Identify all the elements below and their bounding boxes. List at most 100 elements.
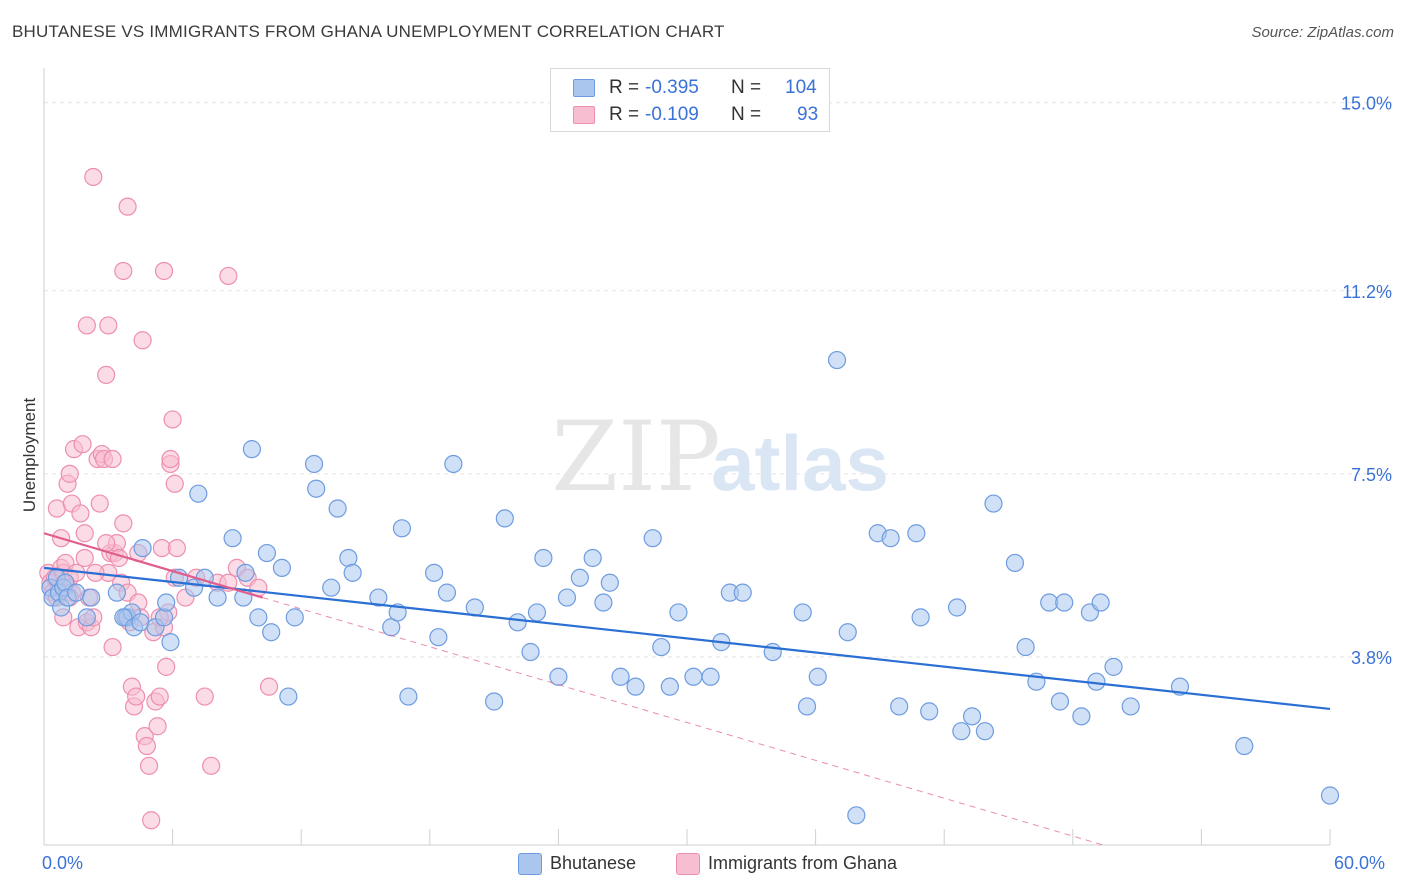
legend-swatch-bhutanese xyxy=(573,79,595,97)
bhutanese-point-69 xyxy=(652,637,671,657)
trend-line-ghana-extension xyxy=(262,597,1104,846)
ghana-point-76 xyxy=(202,756,221,775)
bhutanese-point-70 xyxy=(660,677,679,696)
bhutanese-point-54 xyxy=(485,692,504,711)
bhutanese-point-83 xyxy=(847,806,866,825)
y-tick-label-2: 11.2% xyxy=(1342,282,1392,302)
bhutanese-point-87 xyxy=(907,524,926,543)
bhutanese-point-68 xyxy=(643,529,662,548)
legend-n-label: N = xyxy=(731,77,762,98)
bottom-legend-swatch-bhutanese xyxy=(518,853,542,875)
bhutanese-point-20 xyxy=(154,608,174,627)
bhutanese-point-94 xyxy=(984,494,1003,513)
bhutanese-point-64 xyxy=(594,593,613,612)
legend-swatch-ghana xyxy=(573,106,595,124)
trend-line-ghana xyxy=(43,532,263,599)
bhutanese-point-56 xyxy=(508,613,527,632)
bhutanese-point-62 xyxy=(570,568,589,587)
ghana-point-40 xyxy=(114,514,133,533)
bhutanese-point-93 xyxy=(975,722,995,741)
y-tick-label-0: 3.8% xyxy=(1351,648,1392,668)
ghana-point-35 xyxy=(103,449,122,469)
watermark: ZIP atlas xyxy=(551,401,889,513)
legend-r-value: -0.109 xyxy=(645,104,699,125)
ghana-point-56 xyxy=(148,717,167,736)
bhutanese-point-92 xyxy=(962,707,982,726)
bhutanese-point-17 xyxy=(131,613,150,632)
bhutanese-point-78 xyxy=(793,603,812,622)
bhutanese-point-99 xyxy=(1050,692,1070,711)
bhutanese-point-32 xyxy=(249,608,268,627)
bhutanese-point-71 xyxy=(669,603,688,622)
bhutanese-point-100 xyxy=(1055,593,1074,612)
bhutanese-point-39 xyxy=(307,479,326,498)
bhutanese-point-35 xyxy=(272,558,292,577)
legend-r-label: R = xyxy=(609,104,640,125)
ghana-point-12 xyxy=(47,499,66,518)
ghana-point-67 xyxy=(118,197,137,216)
ghana-point-51 xyxy=(137,736,156,756)
bhutanese-point-82 xyxy=(838,623,857,642)
bhutanese-point-49 xyxy=(424,563,444,582)
bhutanese-point-58 xyxy=(527,603,547,622)
bhutanese-point-52 xyxy=(444,454,463,474)
axes xyxy=(43,68,1331,846)
ghana-point-29 xyxy=(90,494,109,513)
bhutanese-point-44 xyxy=(369,588,388,607)
ghana-point-75 xyxy=(195,687,214,706)
y-tick-label-1: 7.5% xyxy=(1351,465,1392,485)
correlation-legend: R = -0.395 N = 104 R = -0.109 N = 93 xyxy=(550,68,830,132)
bhutanese-point-30 xyxy=(242,440,262,459)
bhutanese-point-38 xyxy=(304,454,324,474)
ghana-point-70 xyxy=(219,266,238,286)
y-tick-labels: 3.8% 7.5% 11.2% 15.0% xyxy=(1341,94,1392,668)
bhutanese-point-89 xyxy=(920,702,939,721)
bhutanese-point-101 xyxy=(1072,707,1091,726)
legend-n-value: 93 xyxy=(797,104,819,125)
ghana-point-68 xyxy=(114,261,133,281)
series-ghana-points xyxy=(39,167,279,830)
bhutanese-point-65 xyxy=(600,573,619,592)
bhutanese-point-9 xyxy=(77,608,96,627)
x-tick-label-max: 60.0% xyxy=(1334,853,1386,873)
bhutanese-point-95 xyxy=(1005,553,1025,573)
chart-title: BHUTANESE VS IMMIGRANTS FROM GHANA UNEMP… xyxy=(12,22,725,41)
bhutanese-point-55 xyxy=(495,509,514,528)
y-tick-label-3: 15.0% xyxy=(1341,94,1392,114)
legend-r-label: R = xyxy=(609,77,640,98)
bhutanese-point-8 xyxy=(67,583,86,602)
bhutanese-point-86 xyxy=(890,697,909,716)
ghana-point-66 xyxy=(84,167,103,187)
bhutanese-point-66 xyxy=(611,667,630,686)
bhutanese-point-91 xyxy=(952,722,971,741)
bhutanese-point-22 xyxy=(161,633,180,652)
ghana-point-73 xyxy=(161,449,180,469)
bhutanese-point-25 xyxy=(189,484,208,503)
bhutanese-point-96 xyxy=(1016,637,1035,657)
bottom-legend-swatch-ghana xyxy=(676,853,700,875)
ghana-point-74 xyxy=(165,474,184,493)
legend-r-value: -0.395 xyxy=(645,77,699,98)
bhutanese-point-40 xyxy=(322,578,341,597)
bhutanese-point-51 xyxy=(437,583,457,602)
y-axis-label: Unemployment xyxy=(20,397,39,513)
ghana-point-60 xyxy=(157,657,176,676)
bhutanese-point-88 xyxy=(911,608,930,627)
bhutanese-point-85 xyxy=(881,529,900,548)
bhutanese-point-81 xyxy=(827,350,847,370)
bhutanese-point-57 xyxy=(521,642,540,662)
bhutanese-point-50 xyxy=(429,628,448,647)
ghana-point-46 xyxy=(127,687,146,706)
bhutanese-point-36 xyxy=(279,687,298,706)
ghana-point-57 xyxy=(150,687,169,706)
bhutanese-point-18 xyxy=(133,538,152,558)
bhutanese-point-90 xyxy=(947,598,967,617)
bhutanese-point-105 xyxy=(1104,657,1123,676)
bhutanese-point-27 xyxy=(208,588,227,607)
trend-lines xyxy=(43,532,1331,846)
bhutanese-point-47 xyxy=(392,519,412,538)
ghana-point-32 xyxy=(97,365,116,385)
bhutanese-point-80 xyxy=(808,667,827,686)
bottom-legend-label-ghana: Immigrants from Ghana xyxy=(708,853,898,873)
bhutanese-point-61 xyxy=(557,588,577,607)
